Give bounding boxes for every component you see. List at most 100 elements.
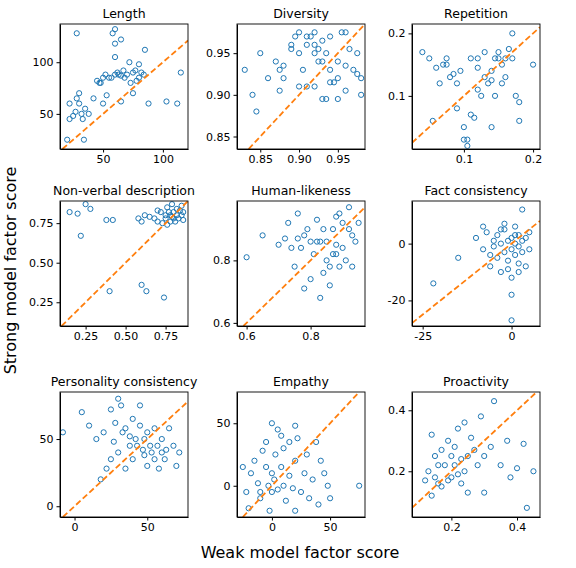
point [459, 481, 464, 486]
point [327, 80, 332, 85]
point [509, 275, 514, 280]
point [293, 508, 298, 513]
y-tick-label: 0.2 [388, 465, 406, 478]
x-axis: 0.250.500.75 [61, 326, 189, 343]
plot-area [240, 392, 362, 517]
y-tick-mark [57, 62, 61, 63]
point [310, 477, 315, 482]
point [275, 427, 280, 432]
point [302, 286, 307, 291]
identity-line [412, 392, 537, 508]
point [513, 232, 518, 237]
point [423, 478, 428, 483]
plot-area [243, 205, 365, 326]
panel-title: Non-verbal description [53, 183, 195, 198]
point [350, 233, 355, 238]
point [505, 238, 510, 243]
plot-area [412, 392, 537, 510]
point [486, 81, 491, 86]
point [468, 56, 473, 61]
point [118, 403, 123, 408]
point [91, 96, 96, 101]
point [531, 469, 536, 474]
point [462, 469, 467, 474]
identity-line [62, 41, 188, 149]
point [498, 227, 503, 232]
x-tick-mark [147, 517, 148, 521]
point [139, 282, 144, 287]
x-tick: 50 [324, 517, 338, 534]
point [80, 116, 85, 121]
x-tick-mark [163, 149, 164, 153]
point [465, 137, 470, 142]
point [451, 71, 456, 76]
point [263, 439, 268, 444]
x-tick-label: 50 [324, 521, 338, 534]
point [432, 453, 437, 458]
plot-area [62, 201, 188, 326]
point [83, 106, 88, 111]
point [108, 407, 113, 412]
y-axis: 050 [217, 393, 238, 518]
point [355, 51, 360, 56]
y-tick-mark [409, 33, 413, 34]
point [307, 496, 312, 501]
point [327, 34, 332, 39]
y-tick: -20 [388, 294, 412, 307]
point [79, 410, 84, 415]
point [334, 242, 339, 247]
point [327, 496, 332, 501]
y-tick-label: 0.75 [29, 217, 54, 230]
point [281, 446, 286, 451]
point [495, 232, 500, 237]
point [104, 466, 109, 471]
point [520, 238, 525, 243]
plot-area [412, 207, 540, 323]
y-tick: 0.50 [29, 257, 60, 270]
point [446, 478, 451, 483]
y-tick-label: 0.1 [388, 90, 406, 103]
x-axis-line [61, 149, 189, 150]
point [492, 93, 497, 98]
point [269, 489, 274, 494]
point [439, 484, 444, 489]
point [155, 208, 160, 213]
point [335, 59, 340, 64]
point [81, 137, 86, 142]
point [327, 67, 332, 72]
point [277, 67, 282, 72]
point [244, 255, 249, 260]
y-tick-mark [234, 53, 238, 54]
point [335, 96, 340, 101]
x-axis-line [238, 149, 366, 150]
y-tick-mark [234, 137, 238, 138]
y-axis: -200 [388, 202, 413, 327]
point [325, 483, 330, 488]
point [181, 209, 186, 214]
y-tick-label: 0 [47, 500, 54, 513]
point [324, 51, 329, 56]
x-tick-mark [247, 326, 248, 330]
point [142, 453, 147, 458]
y-tick-mark [409, 300, 413, 301]
point [263, 464, 268, 469]
y-axis: 0.10.2 [388, 25, 413, 150]
x-tick-mark [338, 149, 339, 153]
x-axis: 0.850.900.95 [238, 149, 366, 166]
point [452, 463, 457, 468]
point [298, 489, 303, 494]
point [267, 508, 272, 513]
panel-title: Personality consistency [51, 374, 198, 389]
point [250, 92, 255, 97]
point [156, 466, 161, 471]
point [77, 101, 82, 106]
point [436, 463, 441, 468]
point [304, 452, 309, 457]
x-axis: 50100 [61, 149, 189, 166]
x-tick-mark [517, 517, 518, 521]
point [287, 439, 292, 444]
point [431, 281, 436, 286]
panel-title: Empathy [273, 374, 329, 389]
point [324, 96, 329, 101]
point [496, 50, 501, 55]
